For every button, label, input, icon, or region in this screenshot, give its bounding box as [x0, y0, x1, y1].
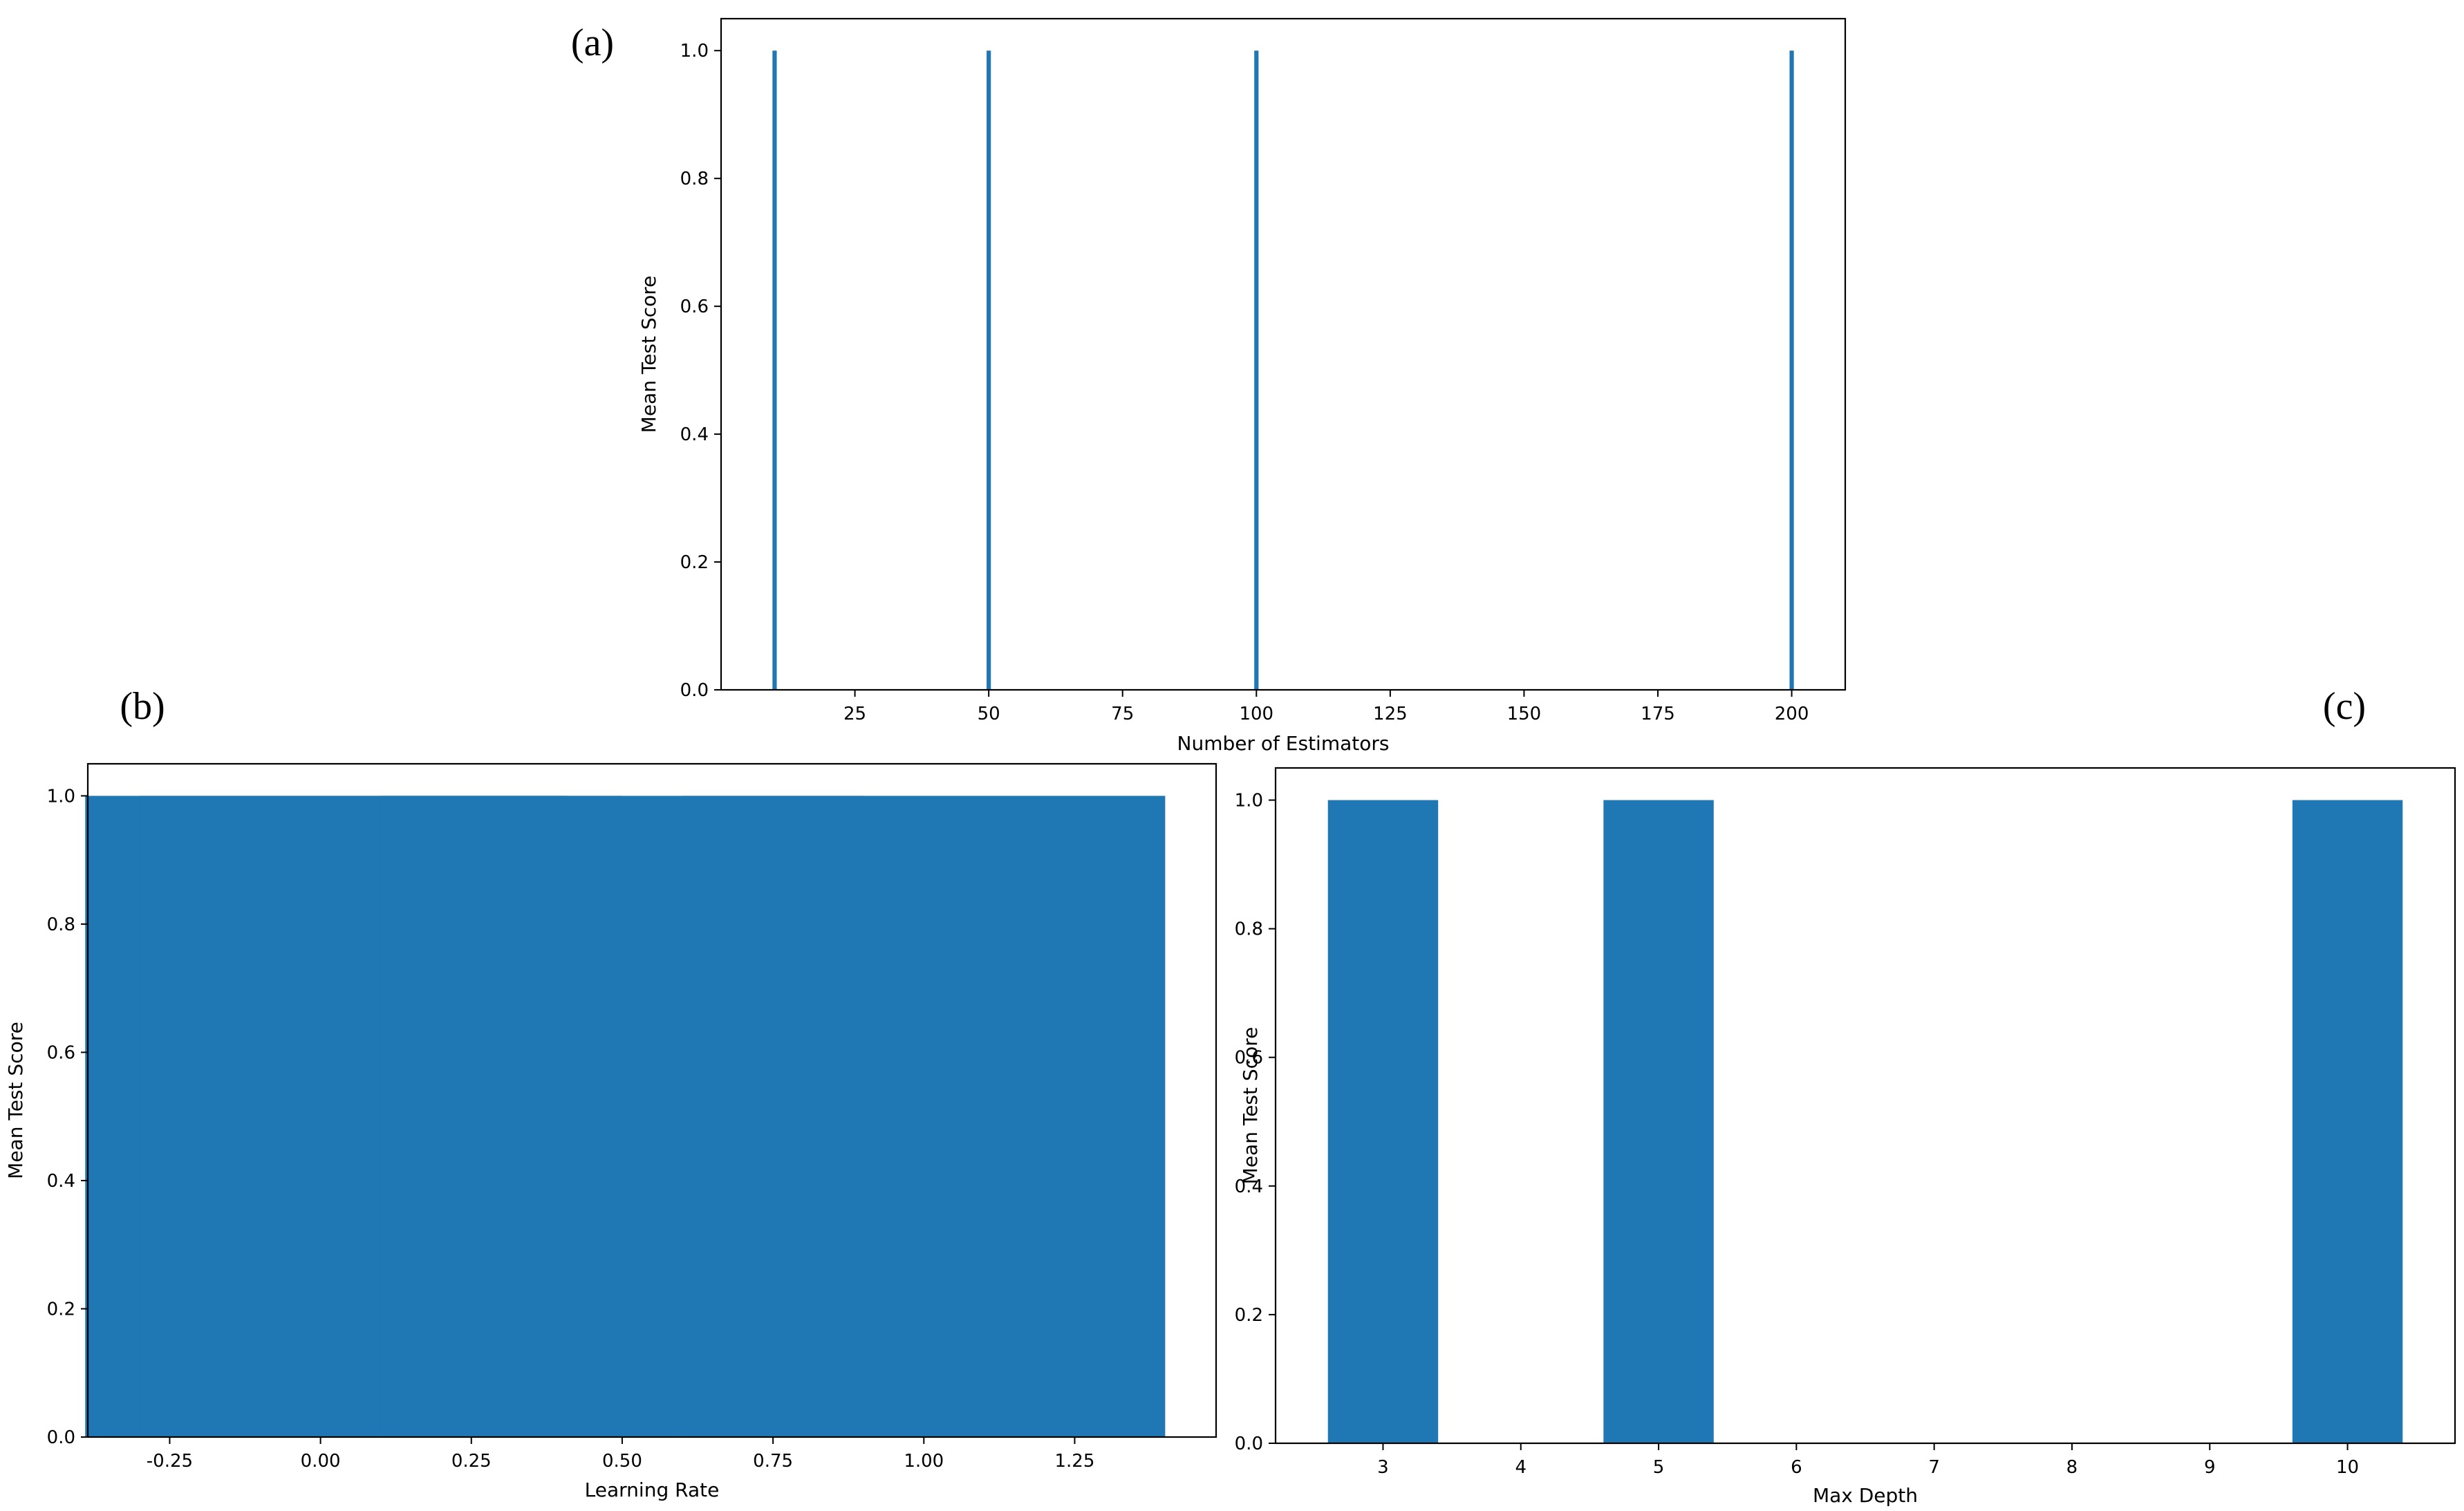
- y-tick-label: 1.0: [680, 41, 709, 62]
- y-tick-label: 0.2: [1235, 1305, 1263, 1326]
- axes-frame: [720, 17, 1847, 691]
- bar: [1254, 50, 1259, 690]
- bar: [682, 796, 1166, 1437]
- x-tick-label: 150: [1507, 704, 1542, 724]
- x-tick-label: 4: [1515, 1457, 1527, 1478]
- y-tick-label: 0.4: [1235, 1176, 1263, 1197]
- x-tick-label: 1.00: [904, 1451, 944, 1472]
- x-tick-label: 5: [1653, 1457, 1665, 1478]
- axes-frame: [1274, 767, 2456, 1445]
- y-tick-label: 0.0: [1235, 1434, 1263, 1454]
- chart-panel-2: -0.25 0.00 0.25 0.50 0.75 1.00 1.25 0.0 0.2 0.4 0.…: [4, 685, 1217, 1501]
- y-tick-label: 1.0: [1235, 791, 1263, 811]
- x-tick-label: 6: [1791, 1457, 1802, 1478]
- axes-frame: [86, 762, 1217, 1438]
- y-tick-label: 0.0: [680, 680, 709, 701]
- x-tick-label: 125: [1373, 704, 1408, 724]
- bar: [1789, 50, 1794, 690]
- x-axis-label: Max Depth: [1813, 1484, 1918, 1507]
- panel-label: (b): [120, 685, 165, 728]
- x-tick-label: 0.75: [753, 1451, 793, 1472]
- x-tick-label: 0.25: [451, 1451, 492, 1472]
- bar: [772, 50, 777, 690]
- bar: [987, 50, 991, 690]
- x-tick-label: 1.25: [1054, 1451, 1094, 1472]
- x-tick-label: 0.50: [602, 1451, 642, 1472]
- chart-panel-3: 3 4 5 6 7 8 9 10 0.0 0.2 0.4 0.6 0.8 1.0 Max Depth Mean…: [1235, 685, 2456, 1507]
- y-axis-label: Mean Test Score: [1239, 1027, 1262, 1185]
- x-tick-label: 100: [1239, 704, 1273, 724]
- x-tick-label: 9: [2204, 1457, 2216, 1478]
- y-tick-label: 0.2: [680, 552, 709, 573]
- x-tick-label: 8: [2066, 1457, 2078, 1478]
- y-tick-label: 0.6: [47, 1042, 75, 1063]
- x-tick-label: 50: [978, 704, 1000, 724]
- y-tick-label: 1.0: [47, 786, 75, 807]
- x-tick-label: 75: [1111, 704, 1134, 724]
- panel-label: (c): [2323, 685, 2366, 728]
- chart-panel-1: 25 50 75 100 125 150 175 200 0.0 0.2 0.4 0.6 0.8 1.0 N…: [571, 17, 1847, 755]
- bar: [1327, 800, 1439, 1443]
- x-tick-label: -0.25: [147, 1451, 193, 1472]
- bar: [2292, 800, 2403, 1443]
- y-tick-label: 0.4: [47, 1171, 75, 1192]
- x-axis-label: Number of Estimators: [1177, 732, 1390, 755]
- y-axis-label: Mean Test Score: [637, 276, 660, 433]
- x-tick-label: 25: [843, 704, 866, 724]
- y-tick-label: 0.6: [680, 297, 709, 317]
- y-tick-label: 0.0: [47, 1427, 75, 1448]
- x-tick-label: 3: [1377, 1457, 1389, 1478]
- y-axis-label: Mean Test Score: [4, 1022, 27, 1179]
- y-tick-label: 0.4: [680, 424, 709, 445]
- y-tick-label: 0.6: [1235, 1048, 1263, 1069]
- x-tick-label: 200: [1775, 704, 1809, 724]
- x-tick-label: 7: [1928, 1457, 1940, 1478]
- y-tick-label: 0.8: [680, 169, 709, 189]
- y-tick-label: 0.2: [47, 1299, 75, 1320]
- x-tick-label: 10: [2336, 1457, 2359, 1478]
- x-tick-label: 175: [1641, 704, 1675, 724]
- bar: [1603, 800, 1714, 1443]
- x-axis-label: Learning Rate: [585, 1479, 720, 1501]
- y-tick-label: 0.8: [1235, 919, 1263, 940]
- x-tick-label: 0.00: [301, 1451, 341, 1472]
- panel-label: (a): [571, 21, 614, 64]
- y-tick-label: 0.8: [47, 914, 75, 935]
